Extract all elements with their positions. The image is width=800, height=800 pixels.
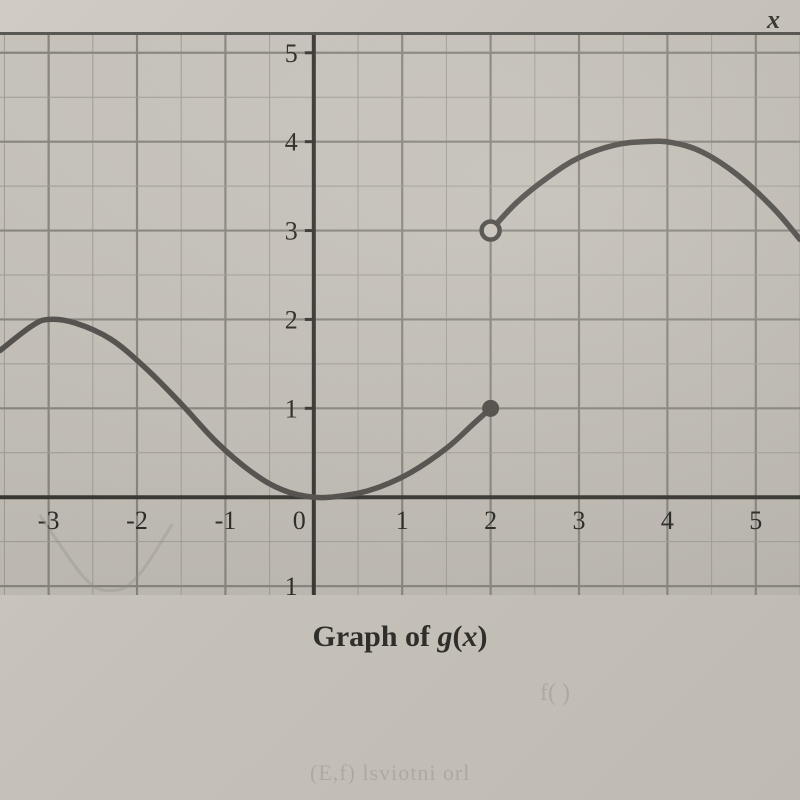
x-tick-label: 3 [573,506,586,535]
worksheet-page: x 12345-3-2-10123451 Graph of g(x) f( ) … [0,0,800,800]
y-tick-label: 2 [285,305,298,334]
var-x: x [767,5,780,34]
y-tick-label: 5 [285,39,298,68]
caption-arg-l: ( [453,620,463,653]
x-tick-label: -3 [38,506,60,535]
graph-plot: 1 2 3 4 5 -3 -2 -1 0 1 2 3 4 5 1 [0,35,800,595]
ghost-curve [40,515,173,591]
caption-arg-r: ) [478,620,488,653]
top-right-fragment: x [767,5,780,35]
y-tick-label: 3 [285,217,298,246]
curve-right [491,141,800,239]
caption-prefix: Graph of [312,620,437,653]
graph-caption: Graph of g(x) [0,620,800,654]
x-tick-label: -1 [215,506,237,535]
x-tick-label: 2 [484,506,497,535]
ghost-text-2: (E,f) lsviotni orl [310,760,470,786]
closed-point [483,400,499,416]
y-tick-label: 1 [285,394,298,423]
x-tick-label: -2 [126,506,148,535]
y-tick-label: 4 [285,128,298,157]
ghost-text-1: f( ) [540,680,570,707]
x-tick-label: 5 [749,506,762,535]
y-tick-label-neg: 1 [285,572,298,595]
x-tick-label: 1 [396,506,409,535]
caption-var: x [463,620,478,653]
x-tick-label: 4 [661,506,674,535]
caption-fn: g [438,620,453,653]
x-tick-label: 0 [293,506,306,535]
open-point [482,222,500,240]
